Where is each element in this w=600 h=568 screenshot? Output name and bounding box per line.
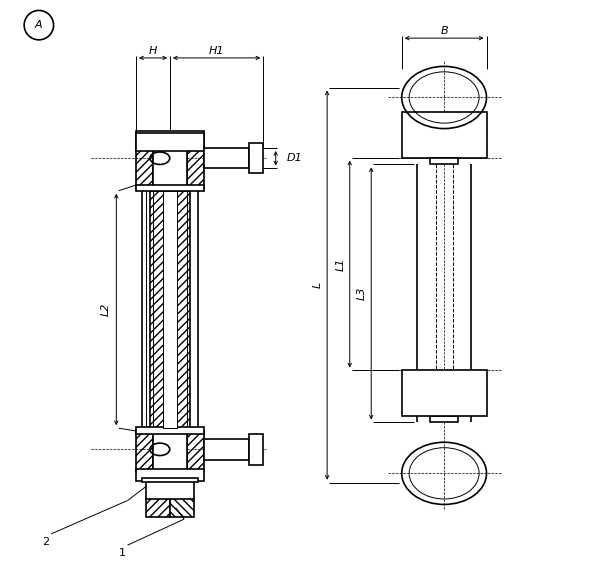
Bar xyxy=(136,148,153,188)
Bar xyxy=(142,478,198,482)
Bar xyxy=(402,370,487,416)
Text: B: B xyxy=(440,26,448,36)
Bar xyxy=(153,148,187,188)
Bar xyxy=(136,427,204,434)
Bar xyxy=(153,431,187,470)
Text: H: H xyxy=(149,45,157,56)
Bar xyxy=(204,439,249,460)
Bar xyxy=(150,191,190,428)
Bar xyxy=(136,133,204,151)
Text: D1: D1 xyxy=(287,153,303,163)
Bar xyxy=(136,185,204,191)
Text: 2: 2 xyxy=(42,537,49,546)
Bar xyxy=(249,434,263,465)
Bar xyxy=(187,148,204,188)
Text: L2: L2 xyxy=(101,303,111,316)
Text: A: A xyxy=(35,20,43,30)
Bar xyxy=(136,431,153,470)
Bar xyxy=(430,416,458,423)
Text: 1: 1 xyxy=(118,548,125,558)
Text: L1: L1 xyxy=(335,257,346,271)
Text: L: L xyxy=(313,282,323,288)
Bar xyxy=(402,112,487,158)
Bar xyxy=(204,148,249,169)
Bar xyxy=(146,481,194,499)
Bar xyxy=(187,431,204,470)
Text: L3: L3 xyxy=(357,287,367,300)
Bar xyxy=(249,143,263,173)
Bar xyxy=(136,131,204,148)
Bar xyxy=(430,158,458,165)
Bar xyxy=(146,498,170,517)
Bar xyxy=(163,191,177,428)
Bar xyxy=(136,469,204,481)
Bar xyxy=(170,498,194,517)
Text: H1: H1 xyxy=(209,45,224,56)
